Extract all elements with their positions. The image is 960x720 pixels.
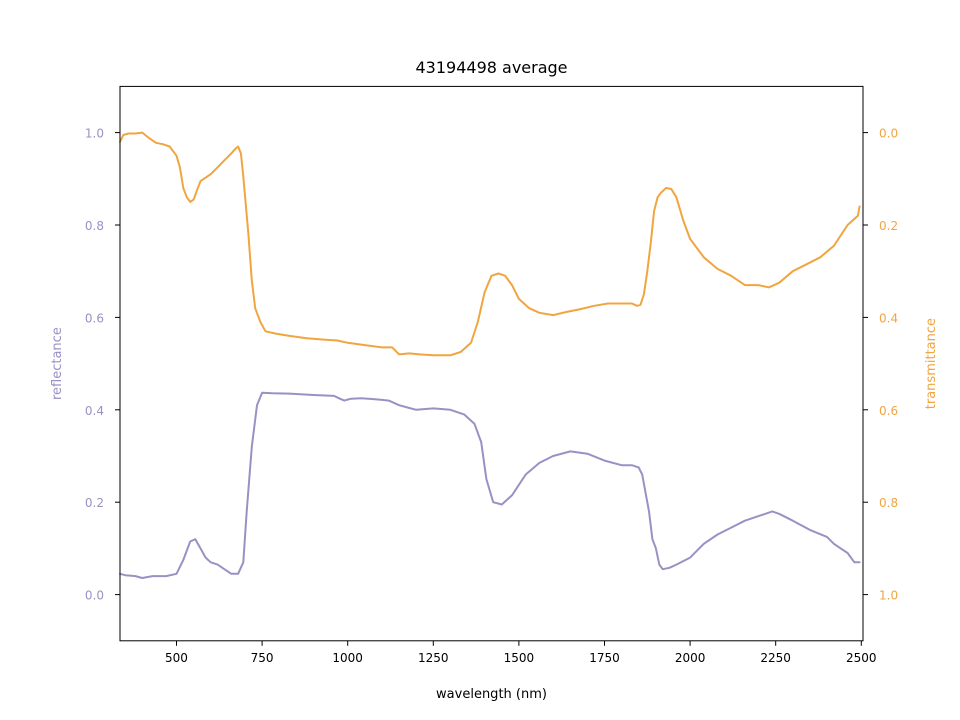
y-right-tick-label: 0.6 — [879, 404, 898, 418]
y-right-tick-label: 0.4 — [879, 311, 898, 325]
reflectance-series-line — [119, 391, 861, 579]
x-tick-label: 2000 — [675, 651, 706, 665]
y-left-axis-label: reflectance — [50, 327, 65, 400]
y-left-tick-label: 1.0 — [85, 127, 104, 141]
plot-frame — [119, 85, 864, 642]
y-right-tick-label: 0.8 — [879, 496, 898, 510]
x-tick-label: 500 — [165, 651, 188, 665]
x-tick-label: 1250 — [418, 651, 449, 665]
y-left-axis-ticks: 0.0 0.2 0.4 0.6 0.8 1.0 — [85, 127, 120, 603]
chart-title: 43194498 average — [415, 58, 567, 77]
x-axis-label: wavelength (nm) — [436, 687, 547, 702]
y-left-tick-label: 0.6 — [85, 311, 104, 325]
y-right-tick-label: 1.0 — [879, 589, 898, 603]
x-tick-label: 1500 — [504, 651, 535, 665]
y-left-tick-label: 0.8 — [85, 219, 104, 233]
y-right-axis-label: transmittance — [924, 318, 939, 409]
y-right-tick-label: 0.0 — [879, 127, 898, 141]
y-left-tick-label: 0.0 — [85, 589, 104, 603]
x-tick-label: 2500 — [846, 651, 877, 665]
y-right-tick-label: 0.2 — [879, 219, 898, 233]
x-axis-ticks: 500 750 1000 1250 1500 1750 2000 2250 2500 — [165, 640, 877, 665]
x-tick-label: 1750 — [589, 651, 620, 665]
x-tick-label: 1000 — [332, 651, 363, 665]
y-left-tick-label: 0.2 — [85, 496, 104, 510]
plot-lines — [119, 131, 861, 579]
x-tick-label: 2250 — [760, 651, 791, 665]
y-right-axis-ticks: 0.0 0.2 0.4 0.6 0.8 1.0 — [863, 127, 898, 603]
x-tick-label: 750 — [251, 651, 274, 665]
transmittance-series-line — [119, 131, 861, 357]
y-left-tick-label: 0.4 — [85, 404, 104, 418]
